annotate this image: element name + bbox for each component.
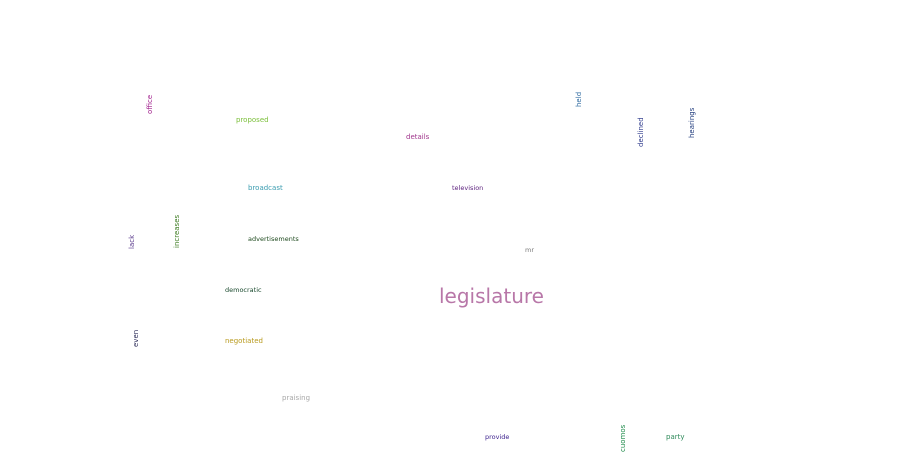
word-praising: praising <box>282 394 311 402</box>
word-increases: increases <box>173 214 181 248</box>
word-lack: lack <box>128 234 136 249</box>
word-proposed: proposed <box>236 116 269 124</box>
word-legislature: legislature <box>439 284 544 308</box>
word-negotiated: negotiated <box>225 337 263 345</box>
word-even: even <box>132 329 140 347</box>
word-television: television <box>452 184 484 192</box>
word-advertisements: advertisements <box>248 235 299 243</box>
word-held: held <box>575 91 583 107</box>
word-declined: declined <box>637 117 645 147</box>
word-provide: provide <box>485 433 510 441</box>
word-office: office <box>146 94 154 114</box>
word-party: party <box>666 433 685 441</box>
word-cuomos: cuomos <box>619 424 627 452</box>
word-broadcast: broadcast <box>248 184 283 192</box>
word-hearings: hearings <box>688 107 696 138</box>
word-democratic: democratic <box>225 286 262 294</box>
word-details: details <box>406 133 430 141</box>
word-mr: mr <box>525 246 535 254</box>
